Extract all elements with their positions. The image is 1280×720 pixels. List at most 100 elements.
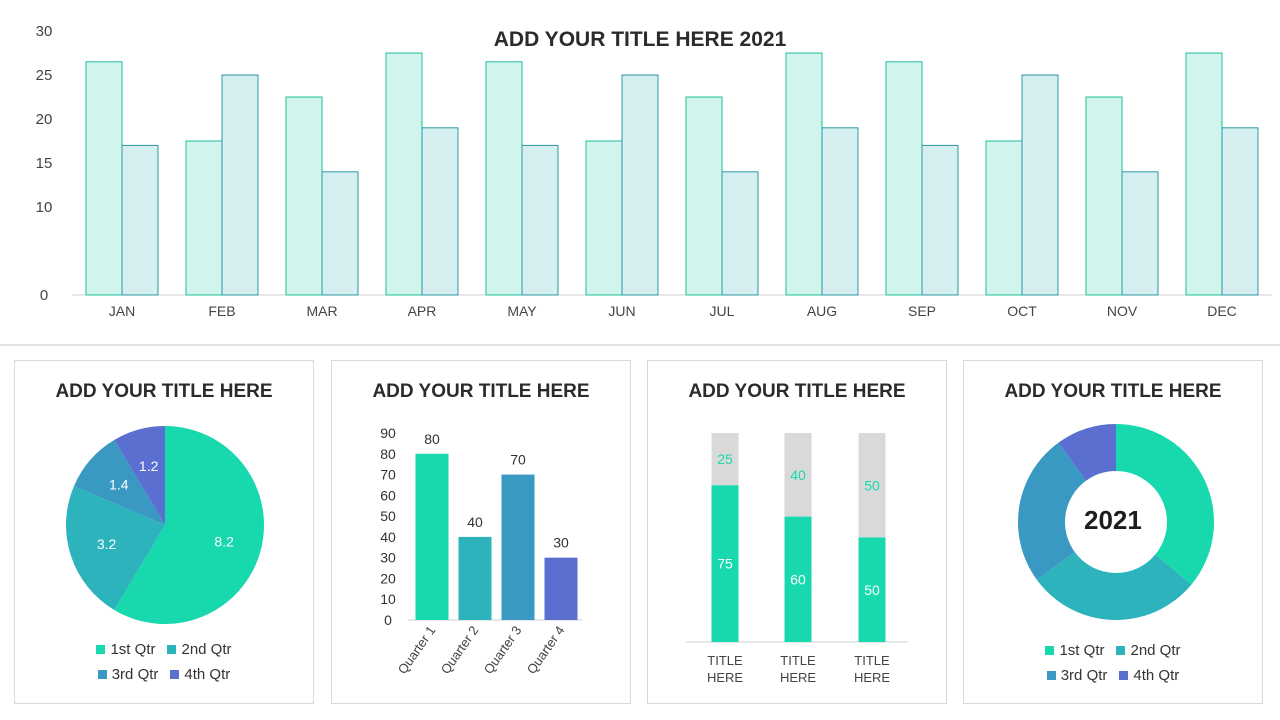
legend-swatch (1046, 671, 1056, 680)
legend-item-q2: 2nd Qtr (1116, 642, 1181, 659)
stack-data-label: 50 (864, 582, 880, 598)
x-tick-label: FEB (208, 303, 235, 319)
card-title: ADD YOUR TITLE HERE (372, 381, 590, 402)
x-tick-label: Quarter 3 (481, 623, 525, 677)
x-tick-label: Quarter 4 (524, 623, 568, 677)
bar-series-1 (85, 61, 123, 296)
stack-segment-remaining (784, 433, 812, 517)
donut-slice (1116, 424, 1214, 585)
y-tick-label: 0 (384, 612, 392, 628)
bar-series-1 (285, 96, 323, 296)
bar-series-1 (885, 61, 923, 296)
bar-series-1 (185, 140, 223, 296)
y-tick-label: 50 (380, 508, 396, 524)
stack-segment-value (784, 516, 812, 642)
stack-segment-remaining (858, 433, 886, 538)
y-tick-label: 10 (380, 591, 396, 607)
stack-data-label: 50 (864, 477, 880, 493)
pie-chart: 8.2 3.2 1.4 1.2 (66, 426, 265, 624)
y-tick-label: 80 (380, 446, 396, 462)
bar-data-label: 70 (510, 452, 526, 468)
y-tick-label: 40 (380, 529, 396, 545)
quarter-bar (544, 557, 578, 620)
x-tick-label: HERE (780, 670, 816, 685)
card-title: ADD YOUR TITLE HERE (688, 381, 906, 402)
quarter-bar-chart-card: ADD YOUR TITLE HERE 0 10 20 30 40 50 60 70 80 90 8… (331, 360, 631, 704)
section-divider (0, 344, 1280, 346)
stack-data-label: 25 (717, 451, 733, 467)
x-tick-label: AUG (807, 303, 837, 319)
legend-swatch (97, 670, 107, 679)
bar-series-1 (385, 52, 423, 296)
legend-item-q2: 2nd Qtr (167, 641, 232, 658)
bar-series-2 (221, 74, 259, 296)
legend-label: 2nd Qtr (181, 641, 232, 658)
donut-slice (1018, 442, 1087, 580)
x-tick-label: JUN (608, 303, 635, 319)
pie-data-label: 3.2 (97, 536, 117, 552)
monthly-bar-chart: ADD YOUR TITLE HERE 2021 0 10 15 20 25 30 JAN F… (36, 23, 1272, 319)
bar-series-2 (1021, 74, 1059, 296)
bar-series-1 (685, 96, 723, 296)
quarter-bar (501, 474, 535, 620)
x-tick-label: OCT (1007, 303, 1037, 319)
legend-label: 1st Qtr (1059, 642, 1105, 659)
bar-series-1 (1185, 52, 1223, 296)
monthly-bar-chart-panel: ADD YOUR TITLE HERE 2021 0 10 15 20 25 30 JAN F… (0, 0, 1280, 340)
bar-series-1 (985, 140, 1023, 296)
quarter-bar-chart: 0 10 20 30 40 50 60 70 80 90 80 Quarter 1 40 Quarter … (380, 425, 582, 677)
y-tick-label: 15 (36, 155, 53, 172)
bar-series-2 (421, 127, 459, 296)
x-tick-label: TITLE (854, 653, 890, 668)
legend-item-q3: 3rd Qtr (97, 666, 158, 683)
y-tick-label: 20 (380, 570, 396, 586)
donut-legend: 1st Qtr 2nd Qtr 3rd Qtr 4th Qtr (964, 642, 1262, 692)
x-tick-label: DEC (1207, 303, 1237, 319)
legend-label: 4th Qtr (184, 666, 231, 683)
x-tick-label: TITLE (707, 653, 743, 668)
pie-data-label: 1.4 (109, 477, 129, 493)
legend-item-q1: 1st Qtr (96, 641, 155, 658)
card-title: ADD YOUR TITLE HERE (1004, 381, 1222, 402)
legend-item-q4: 4th Qtr (170, 666, 230, 683)
stacked-bar-chart: 75 25 TITLE HERE 60 40 TITLE HERE 50 50 TITLE HERE (686, 433, 908, 685)
y-tick-label: 30 (380, 550, 396, 566)
stacked-bar-chart-card: ADD YOUR TITLE HERE 75 25 TITLE HERE 60 40 TIT… (647, 360, 947, 704)
pie-chart-card: ADD YOUR TITLE HERE 8.2 3.2 1.4 1.2 1st Qtr… (14, 360, 314, 704)
legend-label: 2nd Qtr (1130, 642, 1181, 659)
x-tick-label: JUL (710, 303, 735, 319)
chart-title: ADD YOUR TITLE HERE 2021 (494, 28, 787, 51)
x-tick-label: Quarter 2 (438, 623, 482, 677)
stack-segment-value (858, 537, 886, 642)
x-tick-label: JAN (109, 303, 135, 319)
pie-data-label: 8.2 (214, 533, 234, 549)
legend-item-q3: 3rd Qtr (1046, 667, 1107, 684)
bar-series-2 (621, 74, 659, 296)
legend-swatch (96, 645, 106, 654)
stack-data-label: 75 (717, 556, 733, 572)
bar-series-1 (485, 61, 523, 296)
y-tick-label: 60 (380, 487, 396, 503)
bar-data-label: 40 (467, 514, 483, 530)
bar-series-1 (785, 52, 823, 296)
bar-series-2 (921, 144, 959, 296)
x-tick-label: HERE (854, 670, 890, 685)
pie-slice (66, 486, 165, 610)
x-tick-label: MAR (306, 303, 337, 319)
legend-swatch (170, 670, 180, 679)
x-tick-label: NOV (1107, 303, 1138, 319)
legend-swatch (1116, 646, 1126, 655)
card-title: ADD YOUR TITLE HERE (55, 381, 273, 402)
bar-series-2 (721, 171, 759, 296)
legend-item-q1: 1st Qtr (1045, 642, 1104, 659)
stack-segment-remaining (711, 433, 739, 486)
x-tick-label: MAY (507, 303, 537, 319)
pie-legend: 1st Qtr 2nd Qtr 3rd Qtr 4th Qtr (15, 641, 313, 691)
pie-slice (114, 426, 165, 525)
legend-swatch (1119, 671, 1129, 680)
legend-swatch (167, 645, 177, 654)
bar-series-2 (321, 171, 359, 296)
x-tick-label: APR (408, 303, 437, 319)
x-tick-label: SEP (908, 303, 936, 319)
legend-label: 4th Qtr (1133, 667, 1180, 684)
